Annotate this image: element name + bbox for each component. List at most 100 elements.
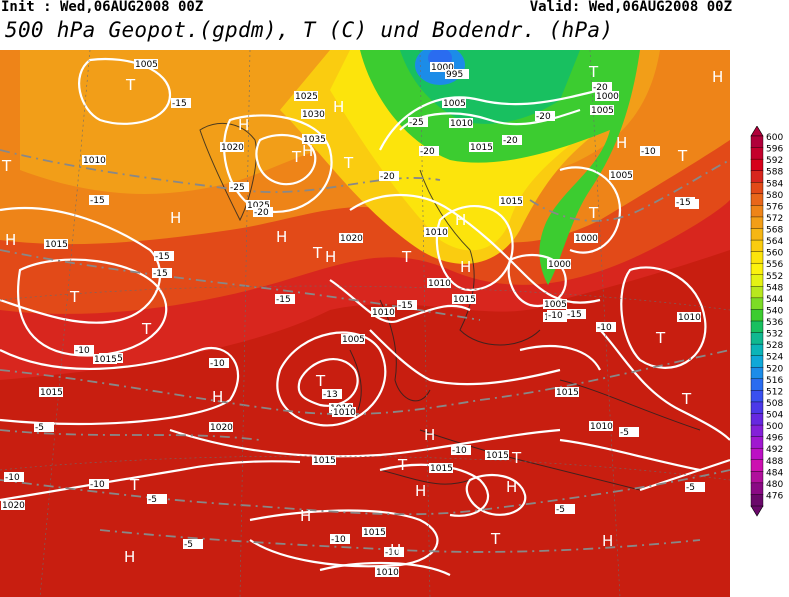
isotherm-label-box [379,171,399,181]
low-pressure-marker: T [129,476,140,494]
isobar-label: 1015 [430,464,453,474]
colorbar-swatch [750,459,764,473]
high-pressure-marker: H [390,541,401,559]
colorbar-label: 548 [766,283,783,293]
isotherm-label: -15 [567,310,582,320]
isobar-label-box [574,233,598,243]
colorbar-label: 496 [766,434,783,444]
isobar-label-box [595,91,619,101]
isobar-label-box [499,196,523,206]
high-pressure-marker: H [212,388,223,406]
colorbar-label: 540 [766,306,783,316]
colorbar-swatch [750,401,764,415]
colorbar-label: 512 [766,387,783,397]
isobar-label-box [1,500,25,510]
low-pressure-marker: T [397,456,408,474]
low-pressure-marker: T [681,390,692,408]
colorbar-swatch [750,135,764,149]
isobar-label-box [332,407,356,417]
isotherm-label: -15 [155,252,170,262]
isotherm-label-box [74,345,94,355]
isobar-label: 1010 [425,228,448,238]
isobar-label: 1020 [340,234,363,244]
isotherm-label-box [592,82,612,92]
isotherm-label: -15 [398,301,413,311]
isobar-label: 1010 [428,279,451,289]
isobar-label-box [427,278,451,288]
isotherm-label: -20 [593,83,608,93]
colorbar-label: 572 [766,214,783,224]
isobar-label-box [246,200,270,210]
high-pressure-marker: H [302,142,313,160]
colorbar-label: 580 [766,191,783,201]
colorbar-label: 588 [766,168,783,178]
cold-pool [360,50,640,285]
isotherm-label: -20 [254,208,269,218]
colorbar-swatch [750,332,764,345]
isotherm-label-box [397,300,417,310]
isobar-label-box [362,527,386,537]
colorbar-label: 596 [766,145,783,155]
isobar-label-box [485,450,509,460]
low-pressure-marker: T [588,63,599,81]
colorbar-swatch [750,274,764,288]
isotherm-label: -15 [276,295,291,305]
isobar-label-box [339,233,363,243]
isotherm-label: -13 [323,390,338,400]
isotherm-label-box [535,111,555,121]
high-pressure-marker: H [170,209,181,227]
isotherm-label: -5 [184,540,193,550]
isotherm-label-box [619,427,639,437]
high-pressure-marker: H [300,507,311,525]
high-pressure-marker: H [455,211,466,229]
colorbar-label: 484 [766,468,783,478]
isobar-label: 1010 [376,568,399,578]
isobar-label-box [429,463,453,473]
colorbar-label: 592 [766,156,783,166]
colorbar-label: 520 [766,364,783,374]
isobar-label: 1020 [210,423,233,433]
colorbar-swatch [750,355,764,368]
low-pressure-marker: T [343,154,354,172]
isobar-label-box [302,134,326,144]
isobar-label-box [555,387,579,397]
isobar-label-box [609,170,633,180]
colorbar-label: 500 [766,422,783,432]
high-pressure-marker: H [325,248,336,266]
isobar-label: 1010 [372,308,395,318]
colorbar-label: 556 [766,260,783,270]
isobar-label: 1015 [470,143,493,153]
low-pressure-markers: T T T T T T T T T T T T T T T T T T [1,63,692,548]
isobar-label-box [452,294,476,304]
isotherm-label: -15 [153,269,168,279]
isobar-label-box [220,142,244,152]
isotherm-label: -20 [503,136,518,146]
high-pressure-marker: H [506,478,517,496]
isobar-label-box [547,259,571,269]
isotherm-label: -15 [172,99,187,109]
colorbar-swatch [750,494,764,507]
high-pressure-marker: H [460,258,471,276]
colorbar-label: 600 [766,133,783,143]
colorbar-swatch [750,378,764,392]
temperature-labels: -15-15-15-25-20-20-15-15-15-10-13-10-10-… [4,82,705,558]
isobar-label-box [424,227,448,237]
chart-title: 500 hPa Geopot.(gpdm), T (C) und Bodendr… [5,18,614,42]
isobar-label-box [449,118,473,128]
isotherm-label-box [330,534,350,544]
isobar-label-box [93,354,117,364]
colorbar-swatch [750,320,764,334]
colorbar-swatch [750,286,764,299]
isobar-label: 1015 [453,295,476,305]
colorbar-label: 564 [766,237,783,247]
isotherm-label-box [547,310,567,320]
colorbar: 6005965925885845805765725685645605565525… [750,126,783,517]
colorbar-label: 528 [766,341,783,351]
header: Init : Wed,06AUG2008 00Z Valid: Wed,06AU… [0,0,789,50]
isobar-label: 1015 [313,456,336,466]
isobar-label-box [371,307,395,317]
colorbar-swatch [750,447,764,461]
isobar-label-box [677,312,701,322]
low-pressure-marker: T [401,248,412,266]
isobar-label-box [39,387,63,397]
